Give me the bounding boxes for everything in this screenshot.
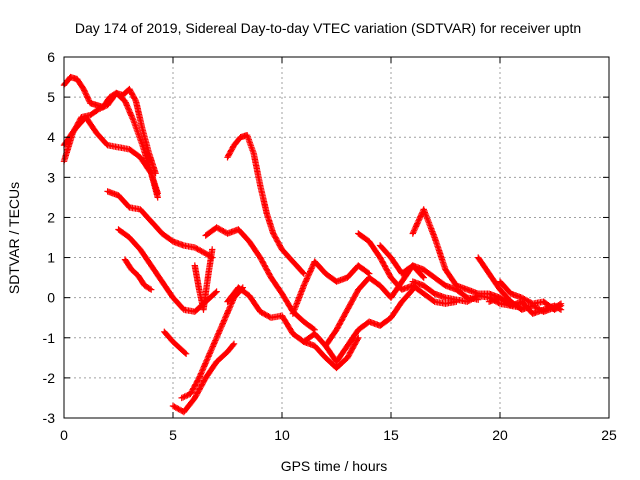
y-tick-label: 3 xyxy=(47,169,55,185)
y-tick-label: -2 xyxy=(43,370,56,386)
x-tick-label: 15 xyxy=(383,427,399,443)
series-arc-11 xyxy=(202,224,318,333)
plus-markers xyxy=(355,230,460,307)
series-arc-07 xyxy=(161,328,190,357)
plus-markers xyxy=(178,284,246,402)
series-arc-16 xyxy=(322,262,427,349)
y-axis-label: SDTVAR / TECUs xyxy=(6,182,22,294)
plus-markers xyxy=(496,278,565,313)
series-arc-17 xyxy=(355,230,460,307)
plus-markers xyxy=(121,256,155,293)
y-tick-label: 1 xyxy=(47,250,55,266)
series-arc-12 xyxy=(224,132,307,277)
y-tick-label: -1 xyxy=(43,330,56,346)
y-tick-label: 0 xyxy=(47,290,55,306)
plus-markers xyxy=(224,284,362,372)
plus-markers xyxy=(161,328,190,357)
plus-markers xyxy=(104,188,216,261)
x-tick-label: 20 xyxy=(492,427,508,443)
data-series xyxy=(60,73,565,416)
series-arc-14 xyxy=(289,258,373,317)
series-arc-23 xyxy=(496,278,565,313)
y-tick-label: -3 xyxy=(43,410,56,426)
axis-ticks xyxy=(63,56,610,419)
series-arc-13 xyxy=(224,284,362,372)
plus-markers xyxy=(300,286,416,365)
series-arc-06 xyxy=(121,256,155,293)
x-tick-label: 10 xyxy=(274,427,290,443)
series-arc-18 xyxy=(376,242,482,303)
plus-markers xyxy=(289,258,373,317)
y-tick-label: 2 xyxy=(47,209,55,225)
series-arc-20 xyxy=(409,278,525,311)
series-arc-15 xyxy=(300,286,416,365)
x-tick-label: 0 xyxy=(60,427,68,443)
y-tick-label: 6 xyxy=(47,49,55,65)
plus-markers xyxy=(169,340,238,416)
plus-markers xyxy=(224,132,307,277)
tick-labels: 0 5 10 15 20 25 -3 -2 -1 0 1 2 3 4 5 6 xyxy=(43,49,617,443)
series-arc-09 xyxy=(178,284,246,402)
plot-frame xyxy=(63,56,610,419)
series-arc-10 xyxy=(191,246,216,313)
x-tick-label: 5 xyxy=(169,427,177,443)
y-tick-label: 5 xyxy=(47,89,55,105)
series-arc-08 xyxy=(169,340,238,416)
y-tick-label: 4 xyxy=(47,129,55,145)
chart-title: Day 174 of 2019, Sidereal Day-to-day VTE… xyxy=(75,20,581,36)
series-arc-03 xyxy=(60,114,161,197)
plus-markers xyxy=(191,246,216,313)
plus-markers xyxy=(322,262,427,349)
series-arc-22 xyxy=(485,294,565,317)
plus-markers xyxy=(202,224,318,333)
plus-markers xyxy=(376,242,482,303)
series-arc-04 xyxy=(104,188,216,261)
x-tick-label: 25 xyxy=(601,427,617,443)
x-axis-label: GPS time / hours xyxy=(281,458,388,474)
